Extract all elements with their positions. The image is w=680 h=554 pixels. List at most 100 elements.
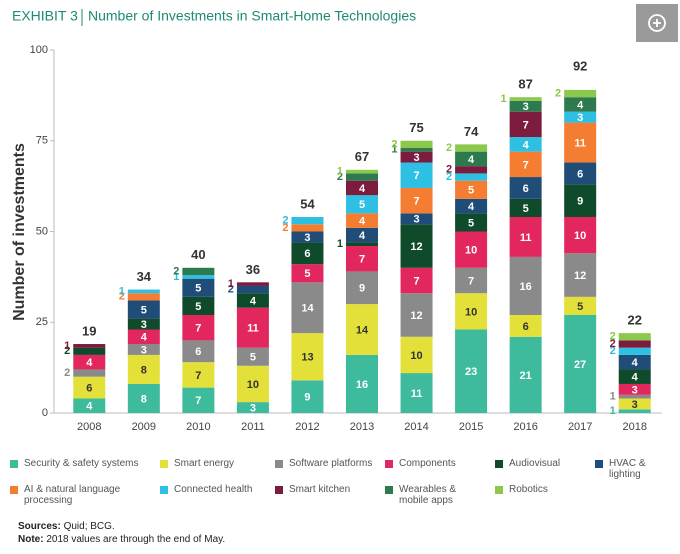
legend-label: Security & safety systems bbox=[24, 458, 139, 469]
data-label: 9 bbox=[577, 196, 583, 208]
legend-swatch bbox=[10, 486, 18, 494]
bar-segment bbox=[236, 282, 269, 286]
legend-swatch bbox=[385, 460, 393, 468]
bar-segment bbox=[236, 307, 269, 348]
x-tick-label: 2015 bbox=[459, 421, 483, 433]
data-label: 12 bbox=[410, 310, 422, 322]
bar-segment bbox=[455, 144, 488, 152]
x-tick-label: 2009 bbox=[132, 421, 156, 433]
bar-segment bbox=[400, 151, 433, 163]
total-label: 67 bbox=[355, 149, 369, 164]
data-label: 16 bbox=[520, 281, 532, 293]
data-label: 6 bbox=[523, 321, 529, 333]
data-label: 5 bbox=[577, 301, 583, 313]
data-label: 10 bbox=[465, 306, 477, 318]
bar-segment bbox=[291, 333, 324, 381]
bar-segment bbox=[346, 246, 378, 272]
data-label: 6 bbox=[86, 382, 92, 394]
bar-segment bbox=[182, 275, 215, 279]
bar-segment bbox=[509, 100, 542, 112]
legend-swatch bbox=[160, 460, 168, 468]
data-label: 11 bbox=[411, 388, 423, 400]
exhibit-label: EXHIBIT 3 bbox=[12, 8, 78, 24]
bar-segment bbox=[291, 216, 324, 225]
bar-segment bbox=[509, 151, 542, 178]
y-tick-label: 50 bbox=[36, 225, 48, 237]
x-tick-label: 2008 bbox=[77, 421, 101, 433]
legend-item: HVAC & lighting bbox=[595, 458, 675, 480]
data-label: 7 bbox=[413, 275, 419, 287]
y-tick-label: 100 bbox=[30, 44, 48, 56]
data-label: 1 bbox=[391, 144, 397, 156]
data-label: 3 bbox=[632, 399, 638, 411]
data-label: 1 bbox=[501, 93, 507, 105]
expand-icon-plus[interactable] bbox=[653, 19, 661, 27]
data-label: 12 bbox=[410, 241, 422, 253]
y-tick-label: 25 bbox=[36, 316, 48, 328]
bar-segment bbox=[618, 369, 651, 384]
note-label: Note: bbox=[18, 534, 44, 545]
legend-label: AI & natural language processing bbox=[24, 484, 121, 506]
legend-label: Software platforms bbox=[289, 458, 373, 469]
data-label: 2 bbox=[610, 338, 616, 350]
bar-segment bbox=[236, 347, 269, 366]
legend-item: Security & safety systems bbox=[10, 458, 160, 480]
data-label: 7 bbox=[413, 170, 419, 182]
bar-segment bbox=[400, 336, 433, 374]
data-label: 6 bbox=[304, 248, 310, 260]
legend-label: Audiovisual bbox=[509, 458, 561, 469]
data-label: 8 bbox=[141, 364, 147, 376]
bar-segment bbox=[127, 329, 160, 345]
data-label: 9 bbox=[304, 392, 310, 404]
total-label: 74 bbox=[464, 124, 479, 139]
data-label: 4 bbox=[86, 357, 93, 369]
total-label: 40 bbox=[191, 247, 205, 262]
bar-segment bbox=[509, 256, 542, 315]
legend-swatch bbox=[160, 486, 168, 494]
legend: Security & safety systems Smart energy Sof… bbox=[10, 458, 675, 506]
chart-title: Number of Investments in Smart-Home Tech… bbox=[88, 8, 416, 24]
note-text: 2018 values are through the end of May. bbox=[46, 534, 226, 545]
data-label: 3 bbox=[304, 232, 310, 244]
data-label: 4 bbox=[359, 216, 366, 228]
data-label: 7 bbox=[195, 323, 201, 335]
bar-segment bbox=[346, 227, 378, 243]
data-label: 3 bbox=[577, 112, 583, 124]
data-label: 1 bbox=[119, 285, 125, 297]
data-label: 5 bbox=[523, 203, 529, 215]
expand-icon[interactable] bbox=[648, 14, 666, 32]
bar-segment bbox=[182, 340, 215, 363]
data-label: 4 bbox=[359, 183, 366, 195]
legend-swatch bbox=[10, 460, 18, 468]
bar-segment bbox=[73, 347, 106, 355]
bar-segment bbox=[618, 383, 651, 395]
bar-segment bbox=[127, 318, 160, 330]
bar-segment bbox=[564, 122, 597, 163]
bar-segment bbox=[564, 111, 597, 123]
legend-swatch bbox=[275, 486, 283, 494]
bar-segment bbox=[618, 347, 651, 355]
bar-segment bbox=[127, 300, 160, 319]
total-label: 87 bbox=[518, 77, 532, 92]
data-label: 2 bbox=[282, 215, 288, 227]
bar-segment bbox=[346, 180, 378, 196]
legend-item: Components bbox=[385, 458, 495, 480]
data-label: 3 bbox=[632, 384, 638, 396]
data-label: 10 bbox=[247, 379, 259, 391]
data-label: 6 bbox=[523, 183, 529, 195]
data-label: 7 bbox=[468, 275, 474, 287]
data-label: 1 bbox=[337, 238, 343, 250]
data-label: 2 bbox=[610, 331, 616, 343]
x-tick-label: 2014 bbox=[404, 421, 428, 433]
data-label: 3 bbox=[523, 101, 529, 113]
bar-segment bbox=[236, 285, 269, 294]
data-label: 2 bbox=[64, 367, 70, 379]
bar-segment bbox=[127, 383, 160, 413]
legend-label: Robotics bbox=[509, 484, 548, 495]
data-label: 1 bbox=[337, 166, 343, 178]
bar-segment bbox=[291, 231, 324, 243]
data-label: 2 bbox=[119, 291, 125, 303]
data-label: 11 bbox=[520, 232, 532, 244]
bar-segment bbox=[455, 267, 488, 294]
